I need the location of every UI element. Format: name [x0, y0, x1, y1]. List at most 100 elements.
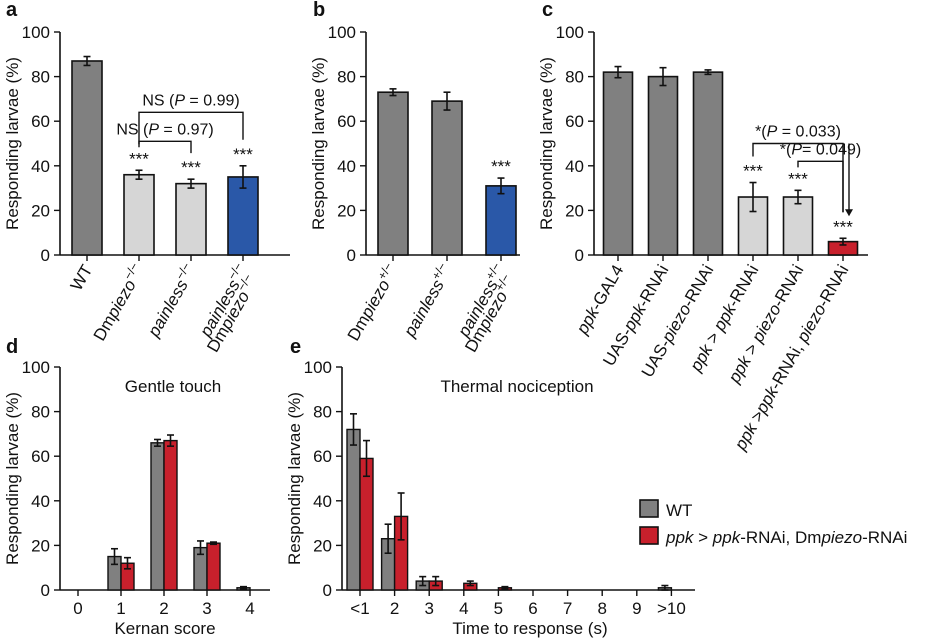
x-tick-label: 4 [459, 599, 468, 618]
label-run: NS ( [142, 92, 175, 109]
y-tick-label: 0 [41, 581, 50, 600]
panel-letter: c [542, 0, 553, 21]
y-tick-label: 80 [337, 68, 356, 87]
panel-letter: a [6, 0, 18, 21]
significance-bracket [752, 142, 844, 213]
y-axis-label: Responding larvae (%) [537, 57, 556, 230]
label-run: = 0.97) [159, 121, 214, 138]
y-tick-label: 60 [31, 447, 50, 466]
y-tick-label: 80 [565, 68, 584, 87]
y-tick-label: 60 [313, 447, 332, 466]
y-tick-label: 20 [565, 201, 584, 220]
significance-stars: *** [743, 162, 763, 181]
legend: WT ppk > ppk-RNAi, Dmpiezo-RNAi [639, 499, 907, 547]
significance-stars: *** [181, 158, 201, 177]
bar [206, 542, 221, 591]
legend-label-wt: WT [666, 501, 692, 520]
x-tick-label: 7 [563, 599, 572, 618]
x-tick-label: >10 [657, 599, 686, 618]
label-run: P [174, 92, 185, 109]
chart-title: Thermal nociception [440, 377, 593, 396]
legend-rnai-part: ppk [712, 528, 742, 547]
bar [71, 60, 103, 256]
label-run: -RNAi, [766, 336, 810, 393]
y-tick-label: 40 [565, 157, 584, 176]
y-tick-label: 60 [565, 112, 584, 131]
label-run: = 0.049) [802, 141, 861, 158]
legend-rnai-part: > [693, 528, 712, 547]
y-tick-label: 20 [337, 201, 356, 220]
bar [602, 71, 634, 256]
y-tick-label: 100 [22, 358, 50, 377]
label-run: piezo [357, 277, 394, 323]
bar [692, 71, 724, 256]
legend-label-rnai: ppk > ppk-RNAi, Dmpiezo-RNAi [665, 528, 907, 547]
x-tick-label: Dmpiezo−/− [87, 260, 148, 344]
legend-rnai-part: piezo [820, 528, 862, 547]
label-run: -RNAi [813, 262, 852, 311]
chart-title: Gentle touch [125, 377, 221, 396]
legend-swatch-wt [639, 499, 659, 518]
arrow-head [845, 209, 853, 217]
label-run: P [791, 141, 802, 158]
bracket-label: *(P = 0.033) [755, 124, 841, 141]
significance-stars: *** [491, 157, 511, 176]
label-run: -GAL4 [586, 262, 627, 314]
label-run: -RNAi [768, 262, 807, 311]
legend-swatch-rnai [639, 526, 659, 545]
x-tick-label: 3 [424, 599, 433, 618]
y-tick-label: 20 [31, 536, 50, 555]
y-axis-label: Responding larvae (%) [3, 392, 22, 565]
y-tick-label: 40 [337, 157, 356, 176]
bar [377, 91, 409, 256]
y-tick-label: 0 [347, 246, 356, 265]
significance-stars: *** [788, 169, 808, 188]
label-run: WT [67, 262, 97, 294]
label-run: painless [144, 276, 192, 341]
bar [782, 196, 814, 256]
significance-bracket [138, 140, 192, 154]
x-tick-label: Dmpiezo+/− [341, 260, 402, 344]
y-tick-label: 0 [323, 581, 332, 600]
bracket-label: *(P= 0.049) [780, 141, 861, 158]
x-axis-label: Kernan score [114, 619, 215, 638]
y-tick-label: 20 [31, 201, 50, 220]
x-tick-label: 0 [73, 599, 82, 618]
bar [175, 182, 207, 256]
y-axis-label: Responding larvae (%) [3, 57, 22, 230]
x-tick-label: <1 [350, 599, 369, 618]
x-tick-label: WT [67, 262, 97, 294]
label-run: *( [755, 124, 767, 141]
x-tick-label: 6 [528, 599, 537, 618]
y-axis-label: Responding larvae (%) [285, 392, 304, 565]
label-run: piezo [103, 277, 140, 323]
y-tick-label: 80 [31, 403, 50, 422]
label-run: painless [400, 276, 448, 341]
label-run: -RNAi [678, 262, 717, 311]
legend-rnai-part: -RNAi, Dm [740, 528, 821, 547]
bar [346, 428, 361, 591]
x-tick-label: 9 [632, 599, 641, 618]
x-tick-label: 2 [390, 599, 399, 618]
y-tick-label: 100 [304, 358, 332, 377]
label-run: = 0.99) [185, 92, 240, 109]
bracket-label: NS (P = 0.97) [116, 121, 213, 138]
y-tick-label: 60 [337, 112, 356, 131]
bar [163, 439, 178, 591]
label-run: P [767, 124, 778, 141]
panel-letter: e [290, 336, 301, 358]
y-tick-label: 60 [31, 112, 50, 131]
y-axis-label: Responding larvae (%) [309, 57, 328, 230]
significance-bracket [138, 111, 244, 145]
bracket-label: NS (P = 0.99) [142, 92, 239, 109]
y-tick-label: 0 [41, 246, 50, 265]
y-tick-label: 80 [31, 68, 50, 87]
bar [150, 442, 165, 591]
x-tick-label: 4 [245, 599, 254, 618]
legend-rnai-part: ppk [665, 528, 695, 547]
bar [359, 457, 374, 591]
x-tick-label: 8 [597, 599, 606, 618]
x-tick-label: painless+/− [397, 260, 456, 341]
